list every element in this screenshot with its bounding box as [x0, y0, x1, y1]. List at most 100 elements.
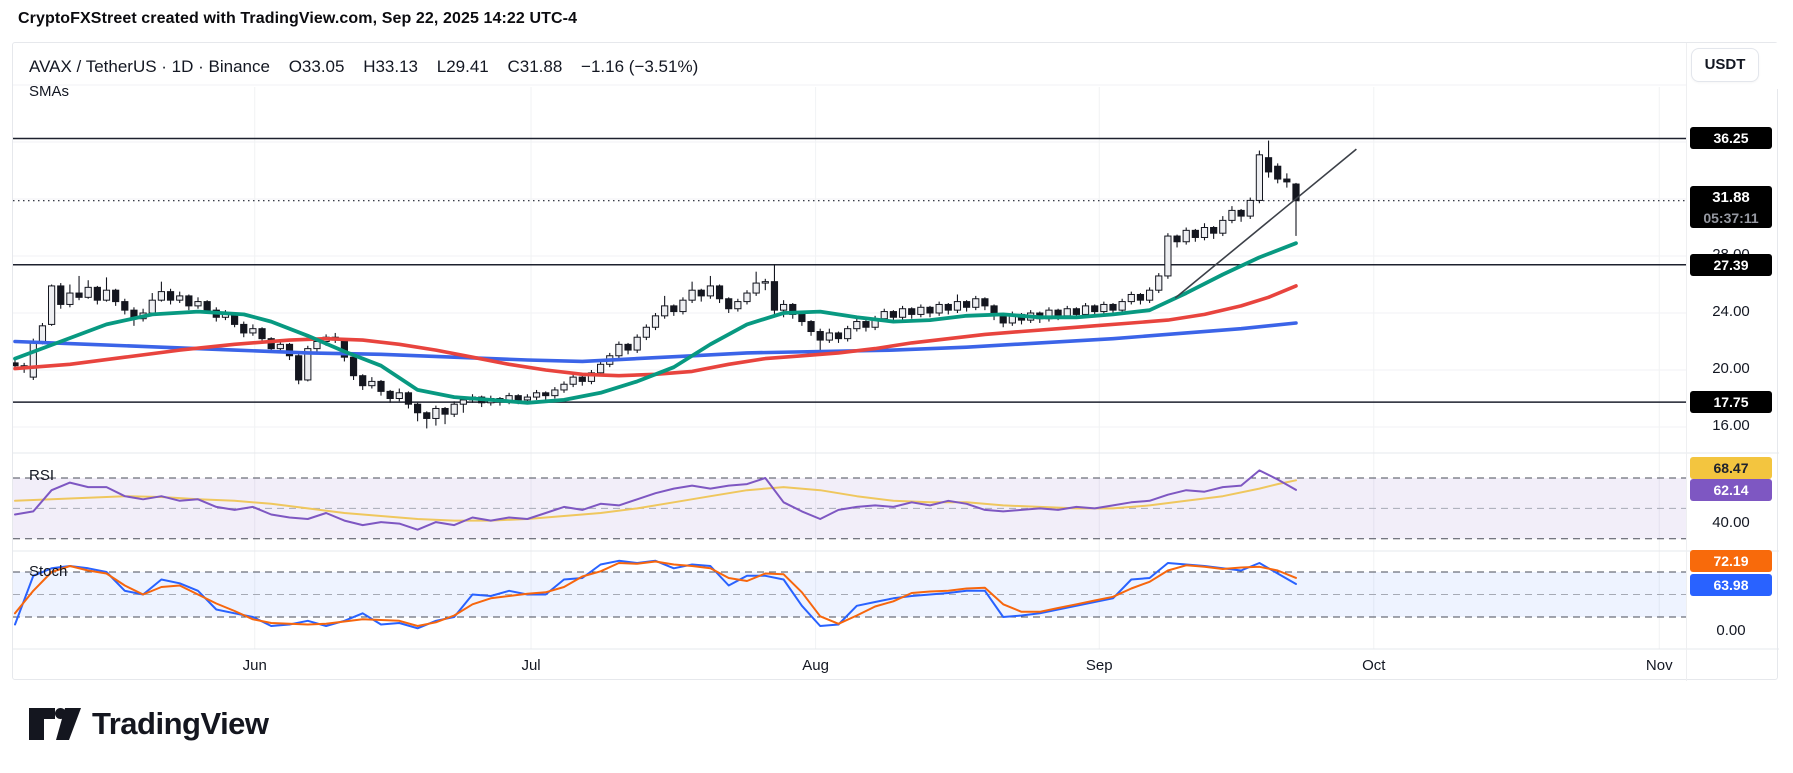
price-level-label-resistance: 36.25	[1690, 127, 1772, 149]
candle-body	[1081, 305, 1090, 315]
candle-body	[917, 306, 925, 315]
candle-body	[1228, 209, 1236, 221]
candle-body	[1200, 227, 1209, 238]
candle-body	[551, 389, 559, 397]
candle-body	[615, 343, 623, 357]
tradingview-logo-text: TradingView	[92, 706, 269, 741]
candle-body	[441, 407, 449, 415]
candle-body	[560, 383, 568, 391]
candle-body	[423, 412, 431, 419]
candle-body	[29, 341, 37, 378]
candle-body	[972, 298, 980, 308]
stoch-d-line	[14, 560, 1297, 627]
candle-body	[706, 285, 714, 297]
candle-body	[377, 380, 385, 392]
indicator-legend-stoch[interactable]: Stoch	[29, 563, 68, 580]
candle-body	[825, 332, 833, 341]
candle-body	[816, 331, 824, 341]
candle-body	[1155, 275, 1163, 291]
candle-body	[84, 286, 92, 298]
candle-body	[194, 301, 202, 307]
candlestick-series	[13, 140, 1300, 429]
candle-body	[734, 301, 742, 310]
rsi-ma-value-label: 68.47	[1690, 457, 1772, 479]
candle-body	[1182, 229, 1190, 243]
tradingview-watermark[interactable]: TradingView	[28, 704, 269, 744]
price-tick-20: 20.00	[1712, 360, 1750, 377]
candle-body	[725, 298, 733, 310]
candle-body	[13, 362, 19, 367]
candle-body	[1191, 229, 1199, 238]
candle-body	[761, 281, 769, 284]
candle-body	[1054, 309, 1062, 317]
time-axis-label[interactable]: Nov	[1646, 657, 1673, 674]
candle-body	[981, 298, 989, 307]
stoch-d-value-label: 72.19	[1690, 550, 1772, 572]
price-level-label-support: 17.75	[1690, 391, 1772, 413]
candle-body	[304, 348, 312, 381]
candle-body	[359, 375, 367, 387]
candle-body	[743, 292, 751, 303]
candle-body	[1292, 183, 1300, 202]
candle-body	[185, 295, 193, 307]
currency-toggle-button[interactable]: USDT	[1691, 48, 1759, 82]
candle-body	[679, 299, 687, 313]
price-axis[interactable]	[1686, 43, 1778, 681]
time-axis-label[interactable]: Aug	[802, 657, 829, 674]
candle-body	[295, 355, 303, 381]
indicator-legend-rsi[interactable]: RSI	[29, 467, 55, 484]
candle-body	[569, 376, 577, 385]
time-axis-label[interactable]: Oct	[1362, 657, 1386, 674]
candle-body	[1283, 178, 1291, 183]
candle-body	[395, 392, 403, 399]
ohlc-high: H33.13	[363, 57, 419, 76]
candle-body	[1127, 293, 1135, 303]
time-axis-label[interactable]: Sep	[1086, 657, 1113, 674]
candle-body	[102, 289, 111, 301]
candle-body	[267, 338, 275, 350]
candle-body	[148, 299, 156, 314]
candle-body	[1173, 235, 1181, 243]
candle-body	[203, 301, 211, 311]
trendline[interactable]	[1174, 148, 1357, 299]
candle-body	[523, 396, 531, 401]
candle-body	[231, 313, 239, 325]
symbol-title[interactable]: AVAX / TetherUS · 1D · Binance	[29, 57, 270, 76]
time-axis-label[interactable]: Jun	[243, 657, 267, 674]
candle-body	[798, 313, 806, 323]
attribution-text: CryptoFXStreet created with TradingView.…	[18, 10, 578, 27]
candle-body	[368, 380, 376, 387]
candle-body	[112, 289, 120, 303]
candle-body	[633, 336, 641, 351]
candle-body	[157, 291, 166, 301]
candle-body	[944, 303, 952, 311]
indicator-legend-smas[interactable]: SMAs	[29, 83, 70, 100]
candle-body	[880, 311, 888, 320]
candle-body	[715, 285, 724, 300]
candle-body	[889, 311, 897, 318]
time-axis-label[interactable]: Jul	[521, 657, 540, 674]
bar-close-countdown: 05:37:11	[1703, 210, 1759, 226]
candle-body	[121, 301, 129, 311]
candle-body	[780, 303, 788, 311]
candle-body	[66, 292, 74, 305]
change-value: −1.16 (−3.51%)	[581, 57, 699, 76]
candle-body	[624, 343, 632, 351]
candle-body	[432, 407, 440, 419]
candle-body	[1219, 219, 1227, 234]
price-level-label-mid: 27.39	[1690, 254, 1772, 276]
candle-body	[414, 403, 422, 414]
ohlc-close: C31.88	[507, 57, 563, 76]
candle-body	[926, 306, 934, 314]
candle-body	[166, 291, 175, 301]
price-tick-16: 16.00	[1712, 417, 1750, 434]
candle-body	[999, 315, 1007, 324]
candle-body	[48, 285, 56, 325]
price-chart-canvas[interactable]: Jun Jul Aug Sep Oct Nov	[13, 43, 1779, 681]
rsi-tick-40: 40.00	[1712, 514, 1750, 531]
candle-body	[642, 326, 650, 338]
candle-body	[276, 343, 284, 350]
ohlc-low: L29.41	[436, 57, 489, 76]
candle-body	[450, 403, 458, 415]
